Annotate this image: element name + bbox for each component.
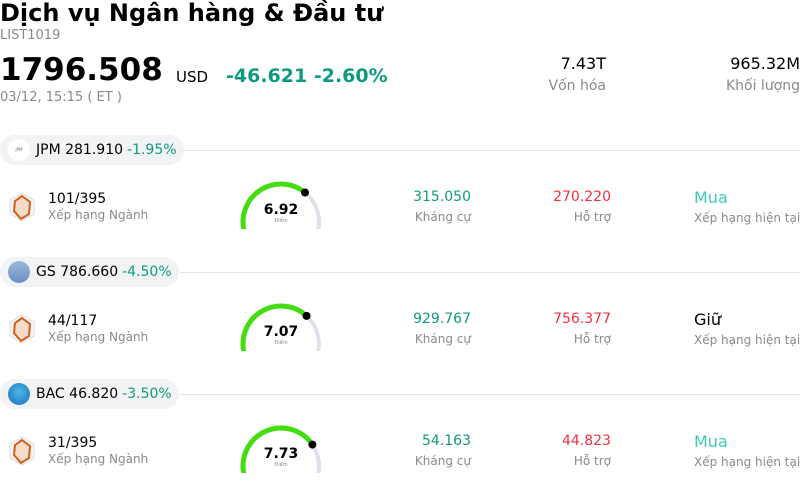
divider	[180, 272, 800, 273]
rating-label: Xếp hạng hiện tại	[694, 333, 800, 347]
timestamp: 03/12, 15:15 ( ET )	[0, 90, 122, 105]
goldman-sachs-logo	[8, 261, 30, 283]
industry-rank: 31/395	[48, 435, 98, 451]
radar-rank-icon	[9, 192, 35, 222]
support-value: 756.377	[553, 311, 611, 327]
score-value: 7.73	[264, 446, 299, 462]
divider	[180, 150, 800, 151]
ticker: GS	[36, 264, 56, 280]
stock-pct: -4.50%	[122, 264, 172, 280]
divider	[180, 394, 800, 395]
score-value: 6.92	[264, 202, 299, 218]
stock-pct: -1.95%	[127, 142, 177, 158]
industry-rank-label: Xếp hạng Ngành	[48, 330, 149, 344]
support-label: Hỗ trợ	[573, 454, 611, 468]
jpmorgan-logo: JPM	[8, 139, 30, 161]
stock-block-gs: GS 786.660 -4.50% 44/117 Xếp hạng Ngành 7…	[0, 257, 800, 379]
rating-value: Mua	[694, 188, 728, 207]
rating-label: Xếp hạng hiện tại	[694, 455, 800, 469]
volume-value: 965.32M	[730, 54, 800, 73]
change-pct: -2.60%	[313, 65, 388, 87]
currency: USD	[176, 68, 209, 86]
ticker: BAC	[36, 386, 65, 402]
market-cap: 7.43T Vốn hóa	[456, 54, 606, 94]
gauge-fill	[240, 181, 307, 229]
page-title: Dịch vụ Ngân hàng & Đầu tư	[0, 0, 384, 27]
stock-price: 786.660	[60, 264, 119, 280]
resistance-label: Kháng cự	[414, 454, 471, 468]
resistance-label: Kháng cự	[414, 210, 471, 224]
support-label: Hỗ trợ	[573, 332, 611, 346]
gauge-marker	[301, 188, 310, 197]
score-label: Điểm	[274, 217, 287, 224]
stock-price: 46.820	[69, 386, 119, 402]
rating-value: Giữ	[694, 310, 721, 329]
stock-price: 281.910	[65, 142, 124, 158]
industry-rank: 44/117	[48, 313, 98, 329]
resistance-value: 54.163	[422, 433, 471, 449]
gauge-fill	[240, 425, 315, 473]
industry-rank-label: Xếp hạng Ngành	[48, 208, 149, 222]
ticker: JPM	[36, 142, 61, 158]
market-cap-label: Vốn hóa	[548, 78, 606, 94]
market-cap-value: 7.43T	[560, 54, 606, 73]
score-label: Điểm	[274, 461, 287, 468]
stock-pct: -3.50%	[122, 386, 172, 402]
rating-value: Mua	[694, 432, 728, 451]
gauge-marker	[308, 440, 317, 449]
industry-rank: 101/395	[48, 191, 107, 207]
stock-pill[interactable]: BAC 46.820 -3.50%	[0, 379, 179, 409]
score-value: 7.07	[264, 324, 299, 340]
score-label: Điểm	[274, 339, 287, 346]
resistance-value: 315.050	[413, 189, 471, 205]
stock-pill[interactable]: JPM JPM 281.910 -1.95%	[0, 135, 184, 165]
volume-label: Khối lượng	[725, 78, 800, 94]
volume: 965.32M Khối lượng	[650, 54, 800, 94]
radar-rank-icon	[9, 314, 35, 344]
list-code: LIST1019	[0, 28, 61, 43]
resistance-label: Kháng cự	[414, 332, 471, 346]
stock-block-jpm: JPM JPM 281.910 -1.95% 101/395 Xếp hạng N…	[0, 135, 800, 257]
support-value: 270.220	[553, 189, 611, 205]
support-label: Hỗ trợ	[573, 210, 611, 224]
index-price: 1796.508	[0, 52, 163, 88]
gauge-fill	[240, 303, 309, 351]
radar-rank-icon	[9, 436, 35, 466]
stock-pill[interactable]: GS 786.660 -4.50%	[0, 257, 179, 287]
score-gauge: 6.92 Điểm	[240, 181, 321, 229]
rating-label: Xếp hạng hiện tại	[694, 211, 800, 225]
score-gauge: 7.73 Điểm	[240, 425, 321, 473]
industry-rank-label: Xếp hạng Ngành	[48, 452, 149, 466]
resistance-value: 929.767	[413, 311, 471, 327]
stock-block-bac: BAC 46.820 -3.50% 31/395 Xếp hạng Ngành 7…	[0, 379, 800, 501]
bank-of-america-logo	[8, 383, 30, 405]
gauge-marker	[302, 311, 311, 320]
support-value: 44.823	[562, 433, 611, 449]
change-value: -46.621	[226, 65, 308, 87]
price-change: -46.621 -2.60%	[226, 65, 388, 87]
score-gauge: 7.07 Điểm	[240, 303, 321, 351]
